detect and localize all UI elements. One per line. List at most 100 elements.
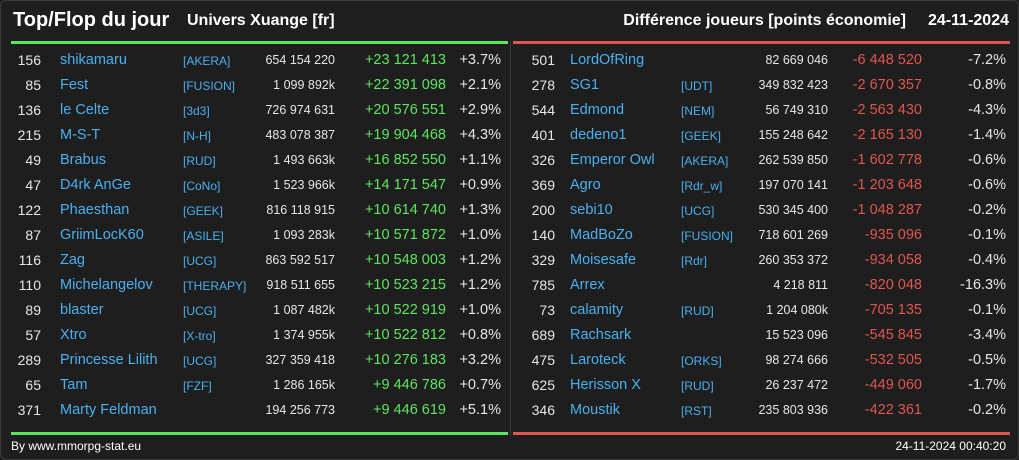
alliance-tag-link[interactable]: [AKERA]: [183, 54, 231, 68]
points-difference: +20 576 551: [364, 102, 446, 118]
player-name-link[interactable]: le Celte: [60, 102, 110, 118]
alliance-tag-link[interactable]: [UCG]: [183, 304, 217, 318]
alliance-tag-link[interactable]: [CoNo]: [183, 179, 221, 193]
flop-players-list: 501 LordOfRing 82 669 046 -6 448 520 -7.2% 27…: [512, 48, 1019, 423]
top-player-row: 136 le Celte [3d3] 726 974 631 +20 576 551 +2…: [1, 98, 510, 123]
column-divider: [510, 41, 511, 435]
percent-change: +3.7%: [459, 52, 501, 68]
player-name-link[interactable]: shikamaru: [60, 52, 127, 68]
alliance-tag-link[interactable]: [AKERA]: [681, 154, 729, 168]
alliance-tag-link[interactable]: [Rdr]: [681, 254, 708, 268]
alliance-tag-link[interactable]: [RST]: [681, 404, 712, 418]
alliance-tag-link[interactable]: [RUD]: [681, 379, 714, 393]
player-rank: 140: [531, 227, 555, 243]
alliance-tag-link[interactable]: [RUD]: [681, 304, 714, 318]
points-difference: -934 058: [864, 252, 922, 268]
player-name-link[interactable]: Brabus: [60, 152, 106, 168]
bottom-bar-red: [513, 432, 1010, 435]
alliance-tag-link[interactable]: [RUD]: [183, 154, 216, 168]
percent-change: +0.8%: [459, 327, 501, 343]
player-name-link[interactable]: D4rk AnGe: [60, 177, 131, 193]
player-rank: 73: [539, 302, 555, 318]
player-name-link[interactable]: Zag: [60, 252, 85, 268]
alliance-tag-link[interactable]: [ASILE]: [183, 229, 224, 243]
alliance-tag-link[interactable]: [UCG]: [183, 354, 217, 368]
alliance-tag-link[interactable]: [FZF]: [183, 379, 212, 393]
player-rank: 215: [17, 127, 41, 143]
flop-player-row: 73 calamity [RUD] 1 204 080k -705 135 -0.1%: [512, 298, 1019, 323]
player-name-link[interactable]: Xtro: [60, 327, 87, 343]
player-name-link[interactable]: MadBoZo: [570, 227, 633, 243]
player-name-link[interactable]: dedeno1: [570, 127, 627, 143]
player-name-link[interactable]: Laroteck: [570, 352, 626, 368]
points-difference: +10 276 183: [364, 352, 446, 368]
alliance-tag-link[interactable]: [FUSION]: [183, 79, 236, 93]
points-difference: +9 446 786: [373, 377, 446, 393]
points-difference: -820 048: [864, 277, 922, 293]
player-name-link[interactable]: Phaesthan: [60, 202, 130, 218]
player-name-link[interactable]: Michelangelov: [60, 277, 153, 293]
player-rank: 110: [18, 277, 41, 293]
alliance-tag-link[interactable]: [UCG]: [681, 204, 715, 218]
player-points: 155 248 642: [758, 128, 828, 142]
alliance-tag-link[interactable]: [3d3]: [183, 104, 210, 118]
flop-player-row: 475 Laroteck [ORKS] 98 274 666 -532 505 -0.5%: [512, 348, 1019, 373]
player-rank: 689: [531, 327, 555, 343]
player-name-link[interactable]: Marty Feldman: [60, 402, 157, 418]
player-points: 718 601 269: [758, 228, 828, 242]
universe-label: Univers Xuange [fr]: [187, 12, 335, 29]
flop-player-row: 326 Emperor Owl [AKERA] 262 539 850 -1 602 7…: [512, 148, 1019, 173]
player-name-link[interactable]: calamity: [570, 302, 624, 318]
player-name-link[interactable]: Herisson X: [570, 377, 641, 393]
player-name-link[interactable]: Tam: [60, 377, 88, 393]
top-player-row: 289 Princesse Lilith [UCG] 327 359 418 +10 2…: [1, 348, 510, 373]
player-points: 483 078 387: [265, 128, 335, 142]
footer-credit-link[interactable]: By www.mmorpg-stat.eu: [11, 439, 142, 453]
points-difference: +10 523 215: [364, 277, 446, 293]
player-name-link[interactable]: Edmond: [570, 102, 625, 118]
player-name-link[interactable]: Agro: [570, 177, 601, 193]
player-points: 530 345 400: [758, 203, 828, 217]
alliance-tag-link[interactable]: [ORKS]: [681, 354, 722, 368]
player-points: 654 154 220: [265, 53, 335, 67]
player-name-link[interactable]: Princesse Lilith: [60, 352, 158, 368]
points-difference: +14 171 547: [364, 177, 446, 193]
percent-change: -0.2%: [968, 202, 1006, 218]
player-points: 327 359 418: [265, 353, 335, 367]
player-name-link[interactable]: Rachsark: [570, 327, 632, 343]
player-name-link[interactable]: LordOfRing: [570, 52, 645, 68]
flop-player-row: 785 Arrex 4 218 811 -820 048 -16.3%: [512, 273, 1019, 298]
percent-change: +1.1%: [459, 152, 501, 168]
player-rank: 369: [531, 177, 555, 193]
alliance-tag-link[interactable]: [GEEK]: [183, 204, 224, 218]
alliance-tag-link[interactable]: [FUSION]: [681, 229, 734, 243]
points-difference: -449 060: [864, 377, 922, 393]
alliance-tag-link[interactable]: [UCG]: [183, 254, 217, 268]
player-name-link[interactable]: GriimLocK60: [60, 227, 144, 243]
alliance-tag-link[interactable]: [X-tro]: [183, 329, 216, 343]
player-name-link[interactable]: Moustik: [570, 402, 620, 418]
points-difference: -935 096: [864, 227, 922, 243]
alliance-tag-link[interactable]: [NEM]: [681, 104, 715, 118]
player-name-link[interactable]: blaster: [60, 302, 104, 318]
player-rank: 47: [25, 177, 41, 193]
alliance-tag-link[interactable]: [Rdr_w]: [681, 179, 723, 193]
player-name-link[interactable]: sebi10: [570, 202, 613, 218]
alliance-tag-link[interactable]: [THERAPY]: [183, 279, 247, 293]
top-player-row: 87 GriimLocK60 [ASILE] 1 093 283k +10 571 87…: [1, 223, 510, 248]
player-name-link[interactable]: Arrex: [570, 277, 605, 293]
flop-player-row: 278 SG1 [UDT] 349 832 423 -2 670 357 -0.8%: [512, 73, 1019, 98]
player-name-link[interactable]: Fest: [60, 77, 89, 93]
player-points: 26 237 472: [765, 378, 828, 392]
player-name-link[interactable]: Moisesafe: [570, 252, 637, 268]
player-name-link[interactable]: SG1: [570, 77, 600, 93]
player-name-link[interactable]: Emperor Owl: [570, 152, 655, 168]
points-difference: +22 391 098: [364, 77, 446, 93]
alliance-tag-link[interactable]: [UDT]: [681, 79, 713, 93]
flop-player-row: 140 MadBoZo [FUSION] 718 601 269 -935 096 -0.…: [512, 223, 1019, 248]
alliance-tag-link[interactable]: [N-H]: [183, 129, 211, 143]
points-difference: -705 135: [864, 302, 922, 318]
alliance-tag-link[interactable]: [GEEK]: [681, 129, 722, 143]
player-name-link[interactable]: M-S-T: [60, 127, 101, 143]
percent-change: -7.2%: [968, 52, 1006, 68]
